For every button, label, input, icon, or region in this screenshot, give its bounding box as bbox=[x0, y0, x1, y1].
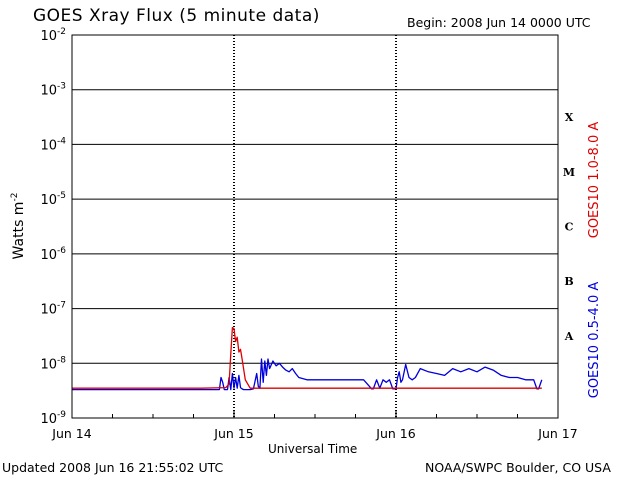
series-legend: GOES10 1.0-8.0 A GOES10 0.5-4.0 A bbox=[587, 122, 602, 399]
series-line bbox=[72, 326, 542, 389]
x-tick-label: Jun 16 bbox=[375, 426, 415, 441]
legend-entry: GOES10 0.5-4.0 A bbox=[587, 282, 602, 399]
flare-class-label: B bbox=[564, 275, 573, 288]
y-tick-label: 10-8 bbox=[40, 355, 66, 372]
credit-label: NOAA/SWPC Boulder, CO USA bbox=[425, 460, 611, 475]
y-tick-label: 10-9 bbox=[40, 410, 66, 427]
x-tick-label: Jun 17 bbox=[537, 426, 577, 441]
grid-lines bbox=[71, 34, 559, 419]
begin-time-label: Begin: 2008 Jun 14 0000 UTC bbox=[407, 15, 591, 30]
y-tick-label: 10-4 bbox=[40, 136, 66, 153]
x-axis-title: Universal Time bbox=[268, 442, 358, 456]
y-tick-label: 10-3 bbox=[40, 82, 66, 99]
y-tick-label: 10-7 bbox=[40, 301, 66, 318]
x-tick-label: Jun 15 bbox=[213, 426, 253, 441]
y-tick-label: 10-5 bbox=[40, 191, 66, 208]
plot-frame bbox=[71, 34, 559, 419]
flare-class-label: A bbox=[564, 330, 574, 343]
y-tick-label: 10-6 bbox=[40, 246, 66, 263]
chart-title: GOES Xray Flux (5 minute data) bbox=[33, 6, 320, 26]
y-tick-label: 10-2 bbox=[40, 27, 66, 44]
series-line bbox=[72, 358, 543, 391]
updated-timestamp: Updated 2008 Jun 16 21:55:02 UTC bbox=[2, 460, 224, 475]
flare-class-labels: A B C M X bbox=[563, 111, 575, 343]
legend-entry: GOES10 1.0-8.0 A bbox=[587, 122, 602, 239]
flare-class-label: X bbox=[565, 111, 574, 124]
y-axis-title: Watts m-2 bbox=[10, 193, 27, 260]
x-tick-label: Jun 14 bbox=[51, 426, 91, 441]
y-tick-labels: 10-9 10-8 10-7 10-6 10-5 10-4 10-3 10-2 bbox=[40, 27, 66, 427]
flare-class-label: C bbox=[565, 221, 574, 234]
series-group bbox=[72, 326, 543, 391]
y-axis-label: Watts m-2 bbox=[10, 193, 27, 260]
x-tick-labels: Jun 14 Jun 15 Jun 16 Jun 17 bbox=[51, 426, 577, 441]
flare-class-label: M bbox=[563, 166, 575, 179]
